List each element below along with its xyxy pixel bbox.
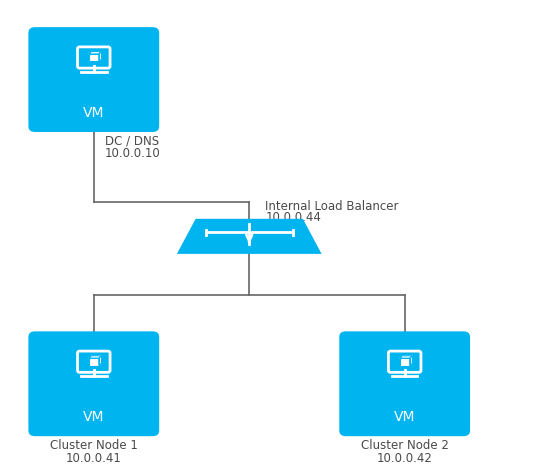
Polygon shape	[89, 356, 101, 358]
Polygon shape	[89, 51, 101, 54]
Text: 10.0.0.41: 10.0.0.41	[66, 452, 122, 465]
Polygon shape	[99, 51, 101, 61]
Polygon shape	[410, 356, 412, 366]
FancyBboxPatch shape	[28, 27, 159, 132]
Text: 10.0.0.42: 10.0.0.42	[377, 452, 433, 465]
Text: Internal Load Balancer: Internal Load Balancer	[265, 200, 399, 213]
Text: Cluster Node 1: Cluster Node 1	[50, 439, 138, 452]
Polygon shape	[89, 358, 99, 366]
Polygon shape	[400, 358, 410, 366]
Polygon shape	[177, 219, 322, 254]
FancyBboxPatch shape	[28, 331, 159, 436]
Text: 10.0.0.10: 10.0.0.10	[105, 147, 160, 161]
Text: VM: VM	[83, 106, 105, 120]
Text: VM: VM	[394, 410, 415, 424]
Text: Cluster Node 2: Cluster Node 2	[361, 439, 449, 452]
Text: 10.0.0.44: 10.0.0.44	[265, 212, 321, 224]
Text: DC / DNS: DC / DNS	[105, 135, 159, 148]
Polygon shape	[89, 54, 99, 61]
Polygon shape	[400, 356, 412, 358]
Polygon shape	[99, 356, 101, 366]
FancyBboxPatch shape	[339, 331, 470, 436]
Text: VM: VM	[83, 410, 105, 424]
